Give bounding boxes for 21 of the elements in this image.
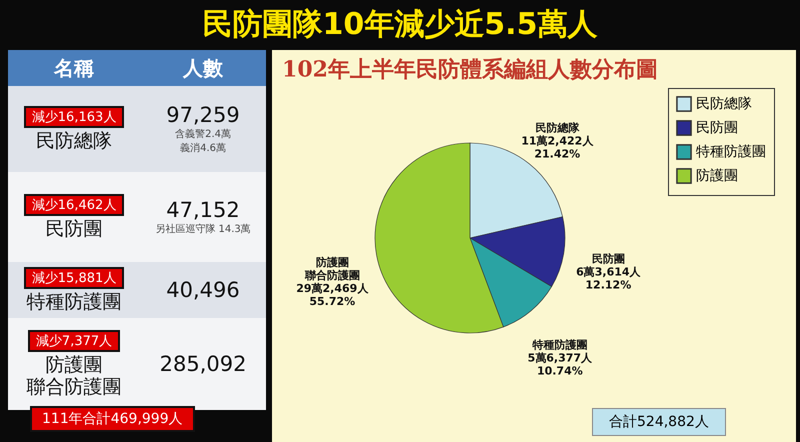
text: 聯合防護團 [304,269,360,282]
chart-subtitle: 102年上半年民防體系編組人數分布圖 [282,56,658,82]
pie-slice [470,238,552,328]
pie-slice [470,216,566,287]
legend-label: 民防團 [696,120,738,136]
data-label: 29萬2,469人 55.72% [296,282,370,308]
slice-label: 民防團 [592,252,625,266]
chart-title: 民防團隊10年減少近5.5萬人 [202,6,598,44]
slice-label: 防護團 [316,256,349,270]
text: 111年合計469,999人 [30,406,195,432]
legend-label: 防護團 [696,168,738,184]
slice-label: 民防總隊 [535,122,580,135]
pie-slice [374,142,504,334]
table-panel: 名稱 人數 減少16,163人 民防總隊 97,259 含義警2.4萬 義消4.6萬 減少16,462人 民防團 47,152 另社區巡守隊 14.3萬 減少15,881人 特種防護團 40,496 減少7,377人 防護團 聯合防護團 285,092 [8,50,266,410]
data-label: 11萬2,422人 21.42% [521,134,594,161]
data-label: 6萬3,614人 12.12% [576,266,642,292]
legend-label: 民防總隊 [696,96,752,112]
legend-label: 特種防護團 [696,144,766,160]
slice-label: 特種防護團 [531,338,588,352]
text: 合計524,882人 [609,414,709,430]
data-label: 5萬6,377人 10.74% [528,351,594,378]
